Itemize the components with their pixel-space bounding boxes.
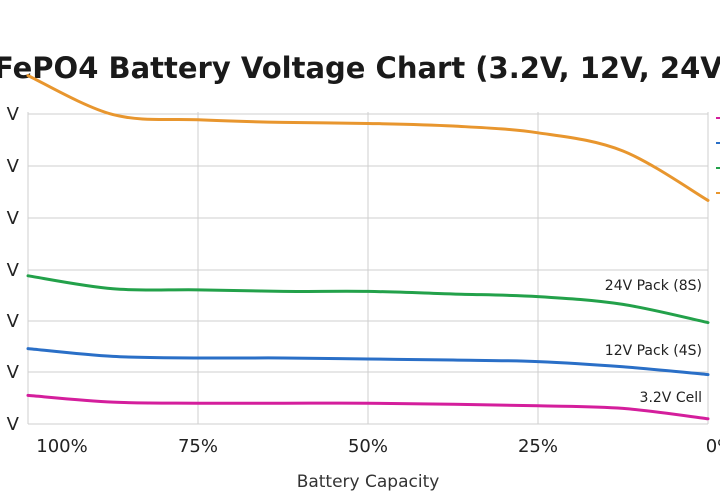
grid [27,112,709,425]
series-line-1 [26,274,710,325]
x-tick-label: 75% [178,436,218,457]
x-axis-label: Battery Capacity [297,472,440,492]
y-tick-label: V [7,311,20,332]
x-axis: 100% 75% 50% 25% 0% [36,436,720,457]
y-tick-label: V [7,260,20,281]
series-labels: 24V Pack (8S) 12V Pack (4S) 3.2V Cell [605,117,720,406]
series-line-2 [26,347,710,377]
series-group [26,74,710,421]
y-tick-label: V [7,362,20,383]
series-line-0 [26,74,710,202]
chart-title: FePO4 Battery Voltage Chart (3.2V, 12V, … [0,51,720,85]
series-label: 3.2V Cell [640,390,702,406]
y-tick-label: V [7,156,20,177]
y-axis: V V V V V V V [7,104,20,435]
x-tick-label: 25% [518,436,558,457]
series-label: 12V Pack (4S) [605,343,702,359]
series-label: 24V Pack (8S) [605,278,702,294]
y-tick-label: V [7,104,20,125]
y-tick-label: V [7,414,20,435]
x-tick-label: 0% [706,436,720,457]
x-tick-label: 100% [36,436,87,457]
x-tick-label: 50% [348,436,388,457]
series-line-3 [26,393,710,421]
y-tick-label: V [7,208,20,229]
